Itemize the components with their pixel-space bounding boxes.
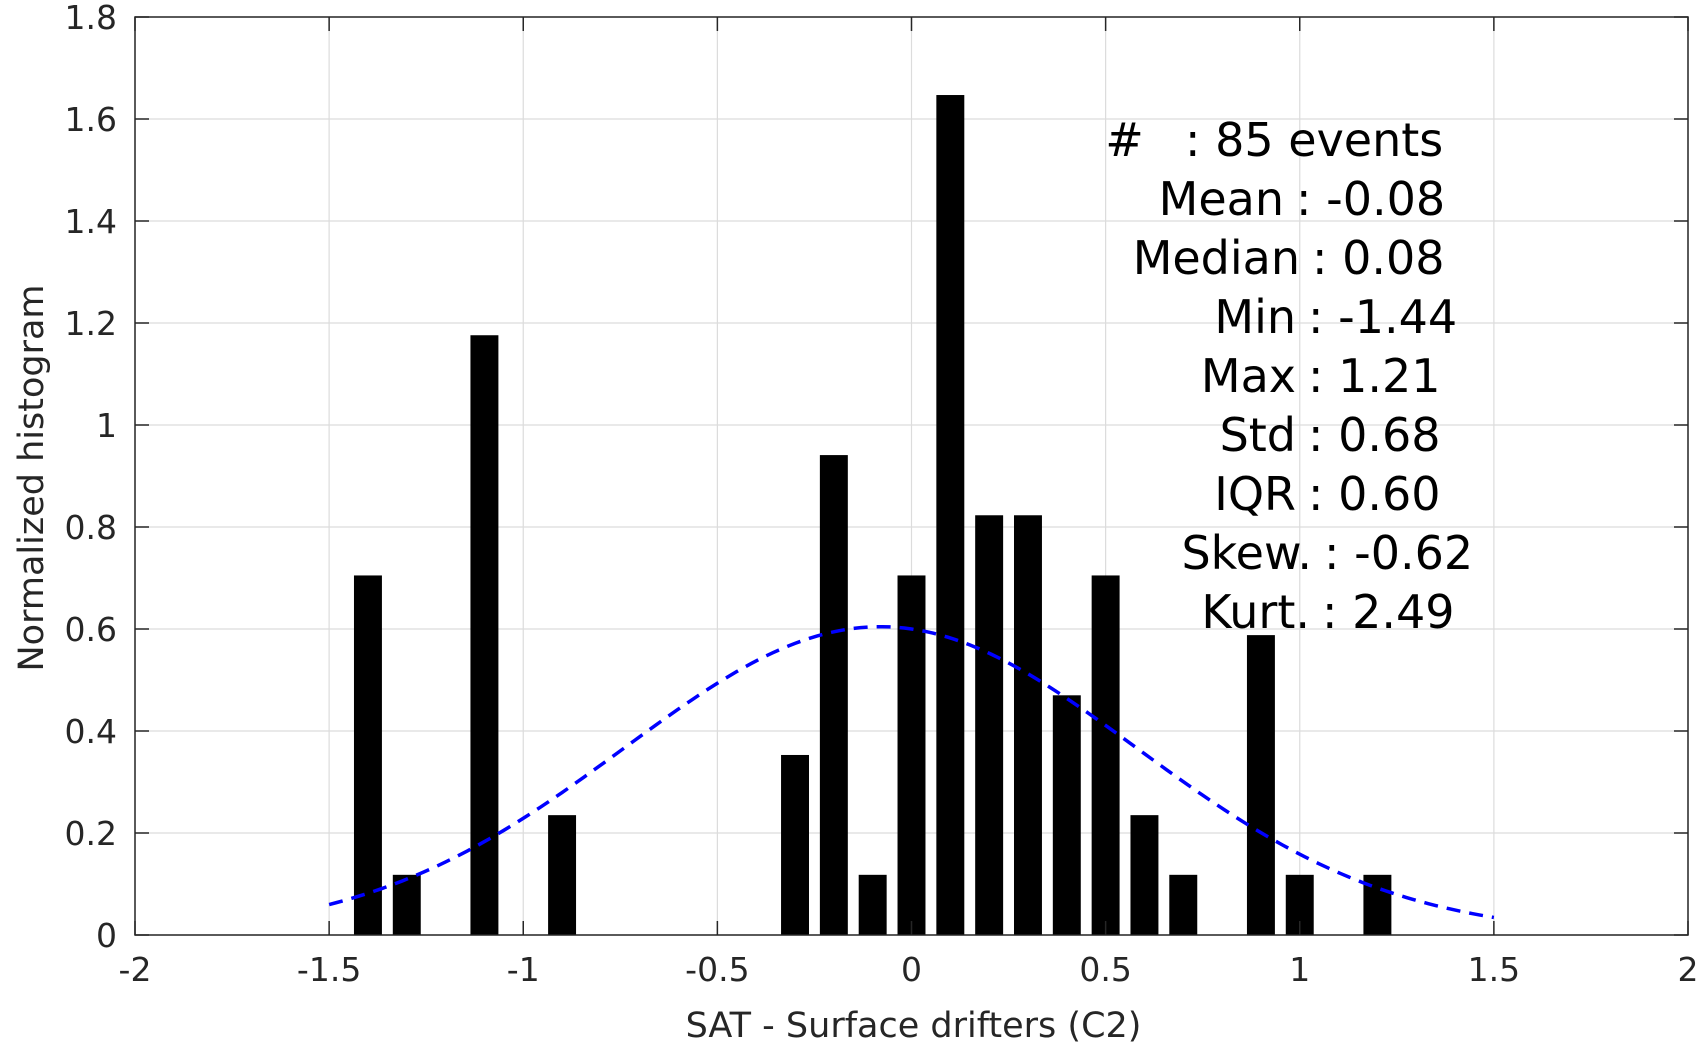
histogram-bar (1130, 815, 1159, 935)
histogram-bar (1169, 874, 1198, 935)
x-tick-label: -2 (119, 950, 152, 989)
stat-value: : -1.44 (1308, 290, 1457, 344)
y-tick-label: 0.4 (65, 712, 117, 751)
y-tick-label: 0.6 (65, 610, 117, 649)
x-tick-labels: -2 -1.5 -1 -0.5 0 0.5 1 1.5 2 (119, 950, 1699, 989)
stat-value: : 2.49 (1322, 585, 1455, 639)
stat-label: Kurt. (1201, 585, 1310, 639)
histogram-bars (353, 95, 1392, 935)
y-tick-label: 0.2 (65, 814, 117, 853)
y-tick-label: 1.4 (65, 202, 117, 241)
stat-value: : -0.62 (1324, 526, 1473, 580)
y-tick-label: 1.8 (65, 0, 117, 37)
stat-value: : -0.08 (1296, 172, 1445, 226)
y-tick-label: 1.6 (65, 100, 117, 139)
stat-label: IQR (1214, 467, 1296, 521)
y-tick-label: 1 (96, 406, 117, 445)
histogram-bar (1091, 575, 1120, 935)
stat-label: Median (1133, 231, 1300, 285)
histogram-bar (470, 335, 499, 935)
x-axis-label: SAT - Surface drifters (C2) (686, 1006, 1142, 1046)
stat-value: : 1.21 (1308, 349, 1441, 403)
tick-marks (134, 16, 1689, 936)
histogram-bar (1246, 635, 1275, 935)
x-tick-label: 1.5 (1468, 950, 1520, 989)
stat-label: Min (1214, 290, 1296, 344)
histogram-bar (819, 455, 848, 935)
histogram-bar (897, 575, 926, 935)
stat-value: : 0.60 (1308, 467, 1441, 521)
x-tick-label: -0.5 (685, 950, 749, 989)
stat-value: : 0.08 (1312, 231, 1445, 285)
histogram-bar (392, 874, 421, 935)
x-tick-label: 0.5 (1079, 950, 1131, 989)
normal-fit-curve (328, 624, 1495, 920)
x-tick-label: 2 (1678, 950, 1699, 989)
stat-label: Max (1201, 349, 1296, 403)
stat-label: Skew. (1181, 526, 1312, 580)
y-tick-label: 1.2 (65, 304, 117, 343)
x-tick-label: -1 (507, 950, 540, 989)
histogram-bar (353, 575, 382, 935)
histogram-bar (975, 515, 1004, 935)
histogram-bar (936, 95, 965, 935)
y-axis-label: Normalized histogram (12, 284, 52, 671)
stat-label: # (1105, 113, 1173, 167)
x-tick-label: -1.5 (297, 950, 361, 989)
y-tick-labels: 0 0.2 0.4 0.6 0.8 1 1.2 1.4 1.6 1.8 (65, 0, 117, 955)
histogram-bar (781, 754, 810, 935)
stat-value: : 0.68 (1308, 408, 1441, 462)
stat-label: Std (1220, 408, 1296, 462)
histogram-bar (1052, 695, 1081, 935)
y-tick-label: 0 (96, 916, 117, 955)
histogram-bar (548, 815, 577, 935)
y-tick-label: 0.8 (65, 508, 117, 547)
x-tick-label: 0 (901, 950, 922, 989)
histogram-bar (1013, 515, 1042, 935)
stat-label: Mean (1159, 172, 1284, 226)
x-tick-label: 1 (1289, 950, 1310, 989)
histogram-bar (858, 874, 887, 935)
stat-value: : 85 events (1185, 113, 1443, 167)
